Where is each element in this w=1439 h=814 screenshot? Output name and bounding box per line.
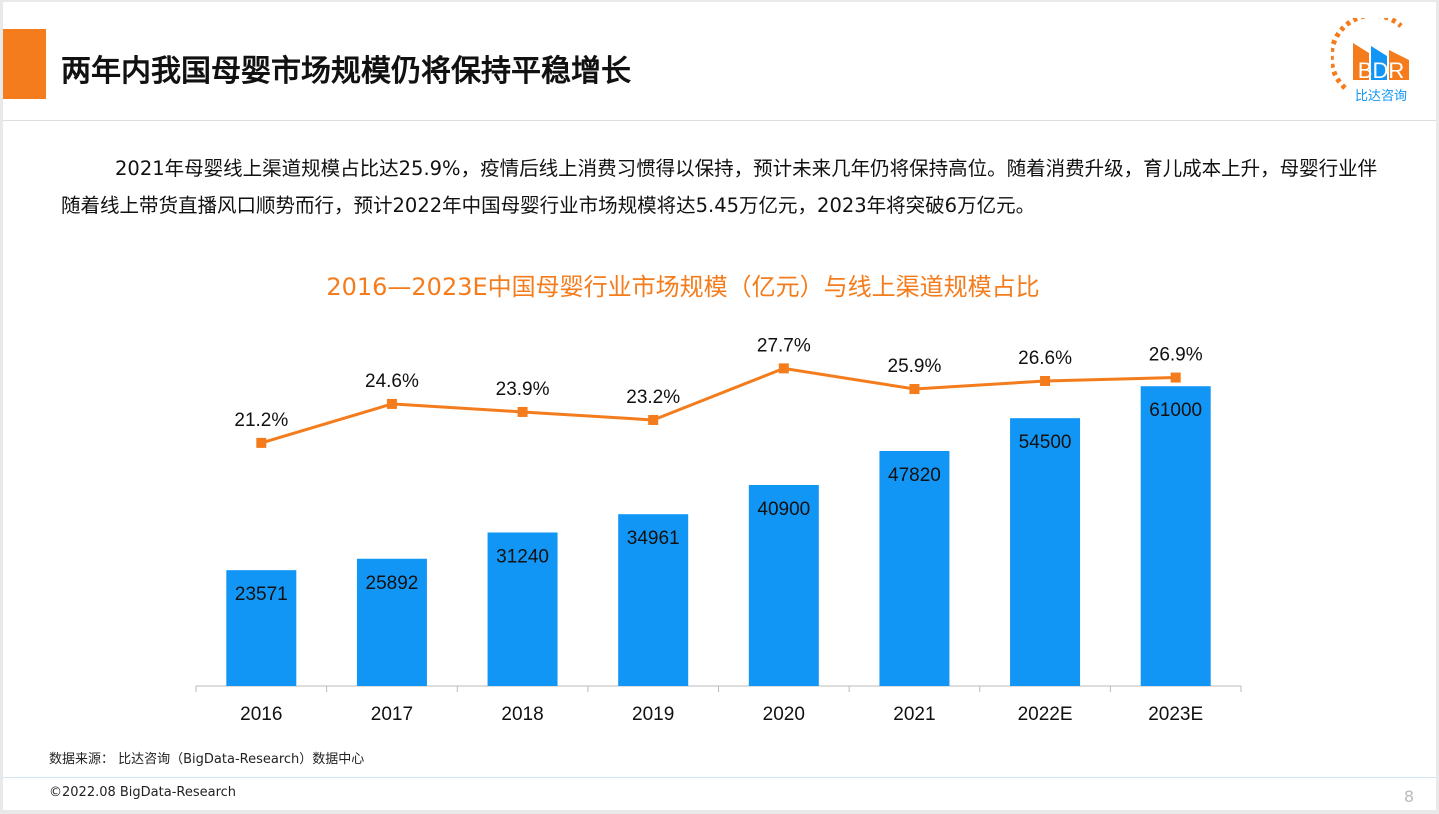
- svg-text:比达咨询: 比达咨询: [1355, 89, 1407, 104]
- line-value-label: 21.2%: [234, 410, 288, 431]
- bar-value-label: 54500: [1019, 432, 1072, 453]
- x-tick-label: 2021: [893, 704, 935, 725]
- bar-value-label: 23571: [235, 584, 288, 605]
- line-marker: [256, 437, 267, 448]
- bar: [1010, 418, 1081, 686]
- bdr-logo: BDR 比达咨询: [1331, 18, 1409, 104]
- line-value-label: 26.6%: [1018, 348, 1072, 369]
- x-tick-label: 2019: [632, 704, 674, 725]
- bar: [1140, 386, 1211, 686]
- bar: [618, 514, 689, 686]
- page-title: 两年内我国母婴市场规模仍将保持平稳增长: [61, 54, 631, 89]
- page-number: 8: [1403, 787, 1414, 806]
- line-value-label: 25.9%: [888, 356, 942, 377]
- bar: [879, 450, 950, 686]
- line-marker: [909, 384, 920, 395]
- copyright: ©2022.08 BigData-Research: [49, 785, 237, 800]
- data-source: 数据来源： 比达咨询（BigData-Research）数据中心: [49, 752, 365, 767]
- chart-title: 2016—2023E中国母婴行业市场规模（亿元）与线上渠道规模占比: [326, 273, 1040, 301]
- svg-text:BDR: BDR: [1358, 58, 1404, 83]
- summary-paragraph: 2021年母婴线上渠道规模占比达25.9%，疫情后线上消费习惯得以保持，预计未来…: [61, 157, 1378, 217]
- line-value-label: 24.6%: [365, 371, 419, 392]
- x-tick-label: 2018: [501, 704, 543, 725]
- line-value-label: 23.2%: [626, 387, 680, 408]
- footer-divider: [3, 777, 1436, 778]
- bar: [487, 532, 558, 686]
- line-marker: [1040, 375, 1051, 386]
- line-marker: [648, 414, 659, 425]
- line-marker: [778, 363, 789, 374]
- title-accent-block: [3, 29, 46, 99]
- x-tick-label: 2020: [763, 704, 805, 725]
- bar-value-label: 47820: [888, 465, 941, 486]
- line-marker: [386, 398, 397, 409]
- line-marker: [1170, 372, 1181, 383]
- x-tick-label: 2023E: [1148, 704, 1203, 725]
- chart: 23571 2016 25892 2017 31240 2018 34961 2019 4090…: [195, 335, 1242, 725]
- x-tick-label: 2016: [240, 704, 282, 725]
- bar-value-label: 34961: [627, 528, 680, 549]
- line-marker: [517, 406, 528, 417]
- header-divider: [3, 120, 1436, 121]
- bar-value-label: 25892: [366, 573, 419, 594]
- line-value-label: 23.9%: [496, 379, 550, 400]
- bar-value-label: 61000: [1149, 400, 1202, 421]
- bar: [748, 485, 819, 686]
- bar: [356, 558, 427, 686]
- slide: 两年内我国母婴市场规模仍将保持平稳增长 BDR 比达咨询 2021年母婴线上渠道…: [3, 2, 1436, 810]
- bar: [226, 570, 297, 686]
- bar-value-label: 40900: [757, 499, 810, 520]
- x-tick-label: 2017: [371, 704, 413, 725]
- line-value-label: 27.7%: [757, 335, 811, 356]
- line-series: [260, 366, 1176, 445]
- bar-value-label: 31240: [496, 546, 549, 567]
- x-tick-label: 2022E: [1018, 704, 1073, 725]
- line-value-label: 26.9%: [1149, 345, 1203, 366]
